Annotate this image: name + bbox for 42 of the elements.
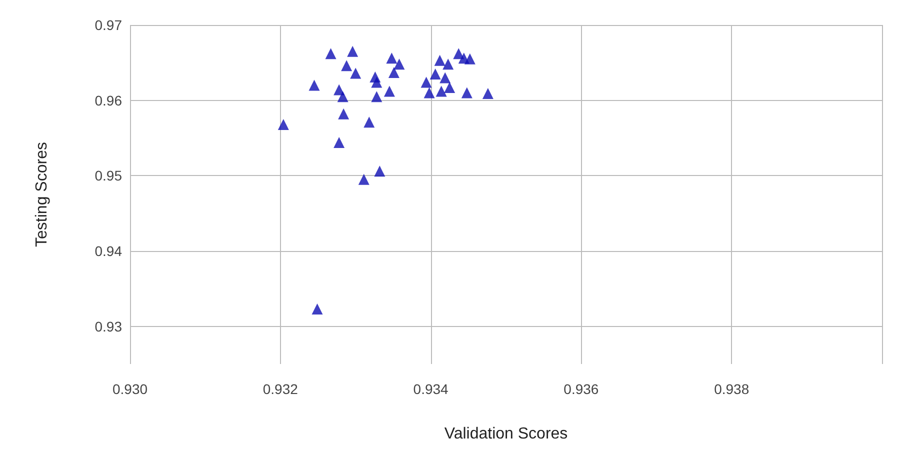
point (436, 86, 447, 97)
x-tick-label: 0.936 (564, 381, 599, 397)
y-tick-label: 0.96 (94, 92, 122, 108)
x-tick-label: 0.938 (714, 381, 750, 397)
x-tick-label: 0.932 (262, 381, 298, 397)
point (312, 304, 323, 315)
x-axis-title: Validation Scores (444, 426, 568, 442)
point (482, 88, 494, 100)
point (420, 76, 432, 88)
point (371, 76, 382, 88)
point (384, 86, 395, 97)
point (374, 166, 386, 177)
point (442, 58, 454, 70)
point (440, 72, 451, 84)
point (337, 91, 348, 102)
point (434, 54, 446, 66)
point (394, 58, 405, 70)
point (424, 87, 435, 98)
point (444, 82, 456, 94)
point (341, 60, 352, 72)
point (350, 68, 362, 79)
point (308, 80, 320, 91)
point (371, 91, 382, 102)
y-tick-label: 0.93 (94, 318, 122, 334)
point (358, 174, 370, 185)
point (278, 118, 289, 130)
point (388, 66, 400, 78)
point (461, 87, 472, 98)
x-tick-label: 0.934 (413, 381, 449, 397)
point (334, 137, 345, 148)
point (338, 108, 350, 120)
y-tick-label: 0.94 (94, 243, 122, 259)
point (347, 46, 358, 57)
point (386, 52, 398, 64)
y-axis-title: Testing Scores (34, 142, 50, 247)
point (364, 116, 375, 128)
y-tick-label: 0.97 (94, 17, 122, 33)
point (464, 53, 476, 64)
x-tick-label: 0.930 (112, 381, 148, 397)
y-tick-label: 0.95 (94, 168, 122, 184)
point (430, 68, 441, 80)
point (325, 48, 336, 60)
